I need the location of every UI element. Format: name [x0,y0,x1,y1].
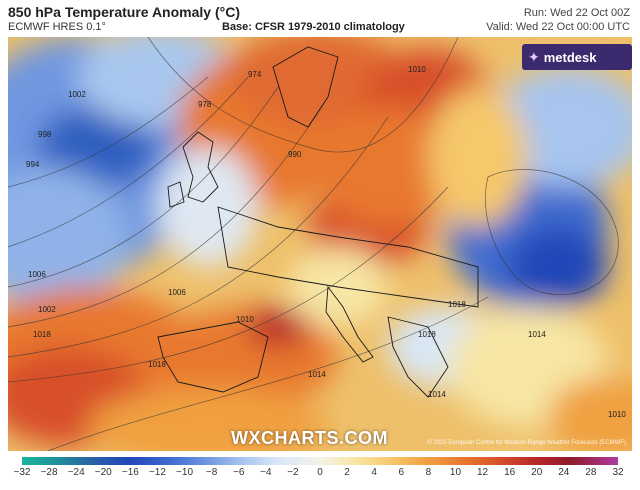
isobar-label: 1010 [408,65,426,74]
isobar-label: 1018 [448,300,466,309]
legend-tick-label: −2 [287,467,299,478]
chart-header: 850 hPa Temperature Anomaly (°C) ECMWF H… [0,0,640,36]
legend-tick-label: −10 [176,467,194,478]
isobar-label: 1018 [418,330,436,339]
isobar-label: 998 [38,130,52,139]
anomaly-map[interactable]: 1002 998 994 1006 1002 1006 1010 1014 1018 1018 10… [8,37,632,451]
isobar-label: 978 [198,100,212,109]
legend-tick-label: 2 [344,467,350,478]
legend-tick-label: −16 [121,467,139,478]
legend-tick-label: −8 [205,467,218,478]
climatology-base-label: Base: CFSR 1979-2010 climatology [222,21,405,33]
valid-time-label: Valid: Wed 22 Oct 00:00 UTC [486,21,630,33]
legend-tick-label: 0 [317,467,323,478]
metdesk-star-icon: ✦ [528,48,540,65]
legend-tick-label: 12 [476,467,489,478]
isobar-label: 1018 [33,330,51,339]
legend-tick-label: 8 [425,467,432,478]
legend-tick-label: −24 [67,467,85,478]
isobar-label: 1014 [428,390,446,399]
legend-tick-label: 24 [558,467,570,478]
legend-tick-label: 6 [398,467,405,478]
legend-tick-label: −32 [13,467,31,478]
isobar-lines [8,37,619,451]
legend-ticks: −32 −28 −24 −20 −16 −12 −10 −8 −6 −4 −2 0 2 4 6 8 10 12 16… [14,465,624,487]
ecmwf-copyright: © 2025 European Centre for Medium-Range … [427,440,626,446]
map-canvas: 1002 998 994 1006 1002 1006 1010 1014 1018 1018 10… [8,37,632,451]
chart-title: 850 hPa Temperature Anomaly (°C) [8,4,240,20]
color-legend: −32 −28 −24 −20 −16 −12 −10 −8 −6 −4 −2 0 2 4 6 8 10 12 16… [0,451,640,490]
metdesk-logo: ✦ metdesk [522,44,632,70]
isobar-label: 1006 [28,270,46,279]
isobar-label: 1010 [608,410,626,419]
isobar-label: 990 [288,150,302,159]
legend-tick-label: −12 [148,467,166,478]
legend-tick-label: 16 [504,467,516,478]
legend-tick-label: −20 [94,467,112,478]
model-label: ECMWF HRES 0.1° [8,21,106,33]
isobar-label: 974 [248,70,262,79]
legend-tick-label: −4 [260,467,272,478]
legend-tick-label: 32 [612,467,624,478]
wxcharts-watermark: WXCHARTS.COM [231,428,388,448]
legend-tick-label: 10 [449,467,462,478]
coastlines [157,46,479,398]
legend-tick-label: 28 [585,467,597,478]
legend-tick-label: 4 [371,467,377,478]
isobar-label: 1014 [308,370,326,379]
isobar-label: 1014 [528,330,546,339]
anomaly-shading [8,37,632,451]
isobar-label: 994 [26,160,40,169]
isobar-label: 1002 [68,90,86,99]
run-time-label: Run: Wed 22 Oct 00Z [523,7,630,19]
legend-tick-label: 20 [531,467,543,478]
isobar-label: 1018 [148,360,166,369]
anomaly-colorbar [22,457,618,465]
isobar-label: 1010 [236,315,254,324]
isobar-label: 1006 [168,288,186,297]
legend-tick-label: −28 [40,467,58,478]
isobar-label: 1002 [38,305,56,314]
legend-tick-label: −6 [233,467,245,478]
metdesk-logo-text: metdesk [543,49,597,65]
